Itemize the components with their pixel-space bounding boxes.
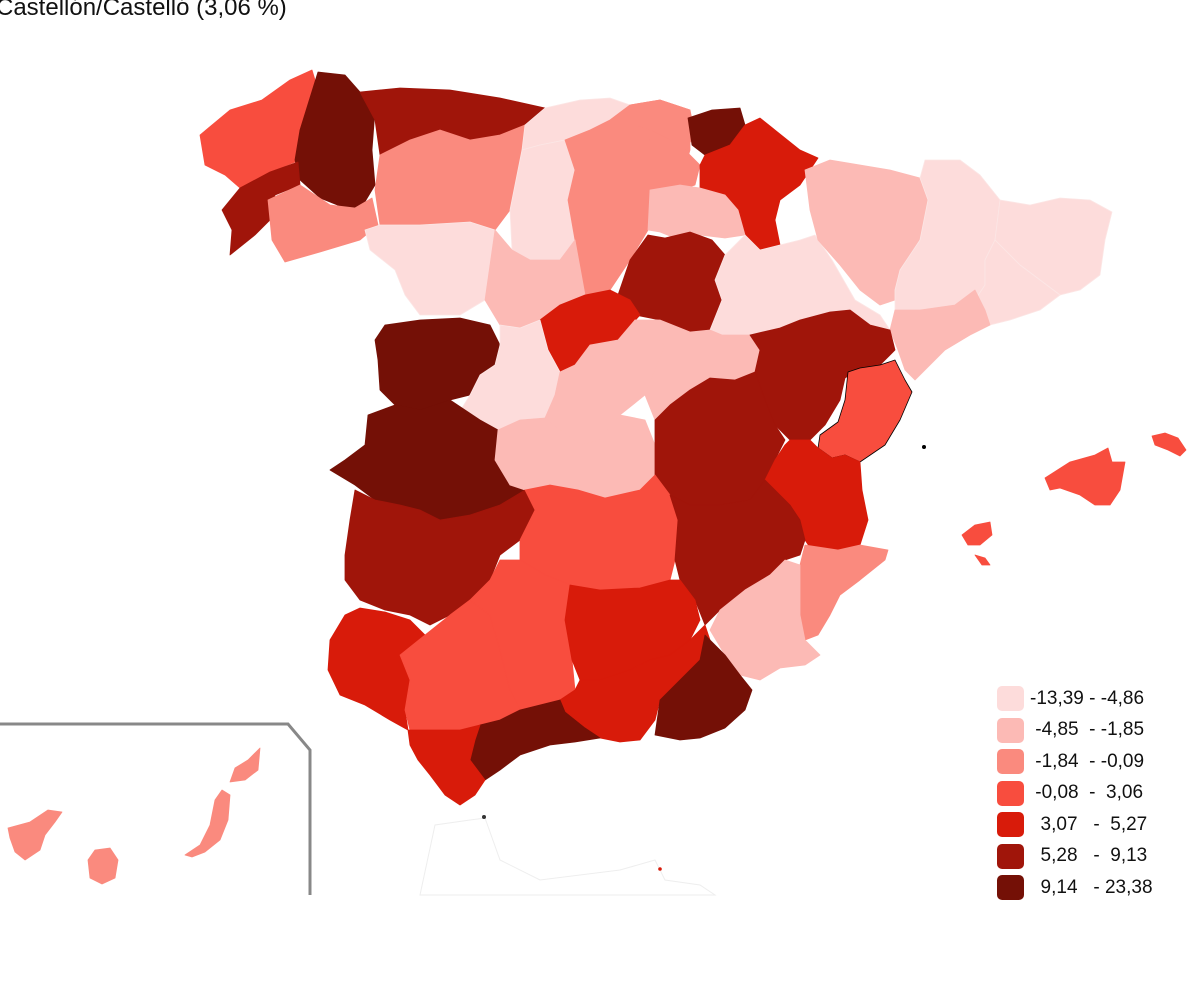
legend-item: 3,07 - 5,27	[997, 809, 1153, 841]
map-title: Castellón/Castelló (3,06 %)	[0, 0, 287, 21]
legend-item: 9,14 - 23,38	[997, 872, 1153, 904]
legend-item: -4,85 - -1,85	[997, 715, 1153, 747]
legend-item: -0,08 - 3,06	[997, 778, 1153, 810]
legend-label: -0,08 - 3,06	[1030, 782, 1144, 804]
legend-label: 3,07 - 5,27	[1030, 813, 1148, 835]
legend-swatch	[997, 686, 1024, 712]
province-fuerteventura[interactable]	[184, 789, 231, 858]
legend-label: -4,85 - -1,85	[1030, 719, 1145, 741]
province-zamora[interactable]	[364, 221, 496, 316]
province-tenerife[interactable]	[7, 809, 63, 861]
islet-marker	[922, 445, 926, 449]
legend-label: 5,28 - 9,13	[1030, 845, 1148, 867]
province-ourense[interactable]	[267, 184, 379, 263]
province-badajoz[interactable]	[344, 489, 536, 626]
province-alicante[interactable]	[799, 544, 889, 641]
legend-swatch	[997, 875, 1024, 901]
province-la-rioja[interactable]	[647, 184, 746, 241]
legend-swatch	[997, 717, 1024, 743]
province-cordoba[interactable]	[469, 559, 576, 711]
province-castellon[interactable]	[817, 359, 913, 463]
ceuta-marker	[482, 815, 486, 819]
legend: -13,39 - -4,86 -4,85 - -1,85 -1,84 - -0,…	[997, 683, 1153, 904]
province-ciudad-real[interactable]	[519, 474, 679, 591]
province-menorca[interactable]	[1151, 432, 1187, 457]
legend-item: 5,28 - 9,13	[997, 841, 1153, 873]
province-gran-canaria[interactable]	[87, 847, 119, 885]
legend-swatch	[997, 780, 1024, 806]
legend-label: -13,39 - -4,86	[1030, 687, 1145, 709]
melilla-marker	[658, 867, 662, 871]
province-ibiza[interactable]	[961, 521, 993, 546]
north-africa-outline	[419, 817, 717, 896]
legend-item: -13,39 - -4,86	[997, 683, 1153, 715]
province-cadiz[interactable]	[407, 724, 486, 806]
legend-label: -1,84 - -0,09	[1030, 750, 1145, 772]
province-formentera[interactable]	[974, 554, 991, 566]
province-mallorca[interactable]	[1044, 447, 1126, 506]
legend-item: -1,84 - -0,09	[997, 746, 1153, 778]
legend-swatch	[997, 843, 1024, 869]
province-almeria[interactable]	[654, 634, 753, 741]
province-murcia[interactable]	[709, 559, 821, 681]
province-tarragona[interactable]	[889, 289, 991, 381]
canary-islands-inset-frame	[0, 722, 312, 895]
legend-label: 9,14 - 23,38	[1030, 876, 1153, 898]
province-lanzarote[interactable]	[229, 747, 261, 783]
legend-swatch	[997, 749, 1024, 775]
legend-swatch	[997, 812, 1024, 838]
province-alava[interactable]	[647, 129, 701, 191]
